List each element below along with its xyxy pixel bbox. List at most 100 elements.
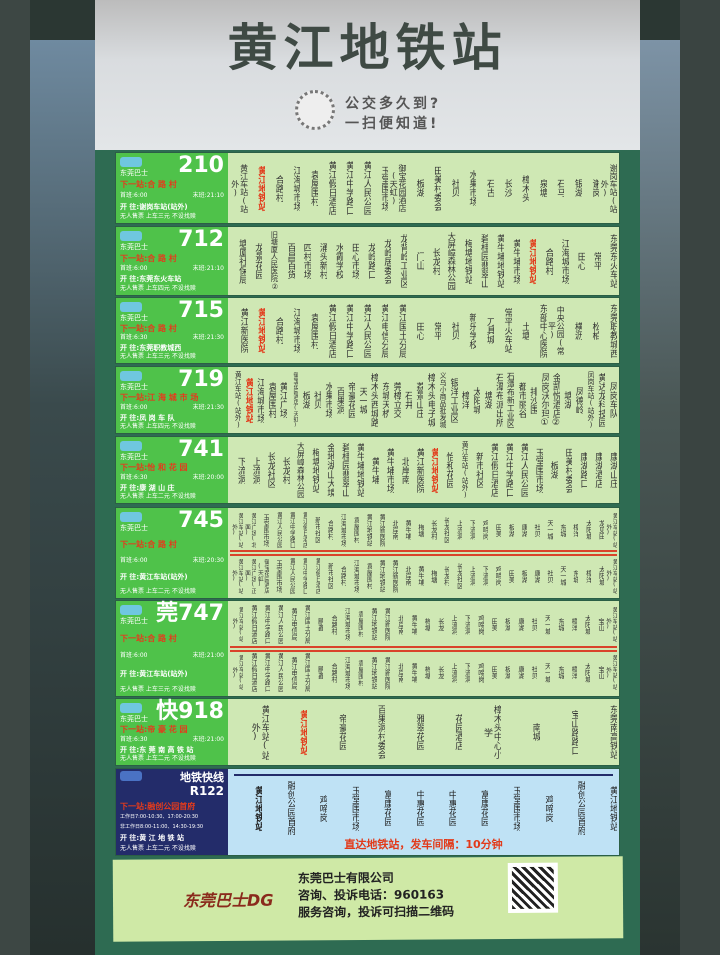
stop-list: 黄江地铁站 融创公园首府 鸡啼岗 玉堂围市场 富康花园 中惠花园 中惠花园 富康花园 玉堂围市场… [228,769,619,855]
service-qr-code [507,862,559,914]
stop-name: 雅翠花园 [414,714,424,750]
stop-list: 黄江新医院 黄江地铁站 合路村 江海城市场 袁屋围村 黄江假日酒店 黄江中学路口 黄江人民公园… [228,298,619,363]
stop-name: 黄江人民公园 [518,443,528,497]
stop-name: 合路村 [329,663,337,683]
stop-name: 中央公园(常平) [547,306,565,355]
dongguan-bus-logo-icon [120,605,142,615]
stop-name: 社贝 [529,666,537,680]
stop-list: 黄江车站(站外) 黄江假日酒店 黄江中学路口 黄江人民公园 黄江电信局 黄江国土分局 鹏鑫合… [228,601,619,696]
stop-name: 上流洞 [449,663,457,683]
dongguan-bus-logo-icon [120,512,142,522]
stop-name: 银湖 [572,179,582,197]
next-stop: 下一站:合 路 村 [120,634,177,644]
stop-name: 社贝 [312,391,321,409]
last-bus: 末班:21:00 [192,735,224,743]
stop-name: 江海城市场 [291,165,301,211]
stop-name: 长沙 [502,179,512,197]
first-bus: 首班:6:00 [120,264,148,272]
first-bus: 首班:6:00 [120,403,148,411]
stop-row-outbound: 黄江车站(站外) 黄江广场(北面) 玉堂围市场 黄江人民公园 黄江中学路口 黄江假日酒店新… [230,511,618,549]
stop-name: 梅塘地铁站 [310,447,320,493]
fare-note: 无人售票 上车二元 不设找赎 [120,588,196,596]
stop-name: 玉堂围市场 [350,785,359,831]
stop-name: 黄江车站(站外) [604,606,617,642]
stop-name: 梅塘 [429,569,437,583]
stop-name: 上流洞 [468,566,476,586]
dongguan-bus-logo-icon [120,302,142,312]
first-bus: 首班:6:30 [120,473,148,481]
service-times: 首班:6:00 末班:21:00 [120,652,224,660]
stop-name: 黄江车站(站外) [234,371,242,429]
hours-weekday: 工作日7:00-10:30、17:00-20:30 [120,813,199,820]
stop-list: 塘厦社保局 龙景花园 旧塘厦人民医院② 百昌百货 四村市场 涌头新村 水霞学校 田心市场 龙岭路… [228,227,619,295]
stop-name: 田心 [575,252,585,270]
route-745: 东莞巴士 745 下一站:合 路 村首班:6:00 末班:20:30 开 往:黄江车站(… [115,507,620,599]
stop-name: 板湖 [548,461,558,479]
stop-name: 袁屋围村 [308,312,318,349]
stop-name: 袁屋围村 [266,382,276,418]
stop-name: 樟木头电子城 [425,373,435,427]
company-name: 东莞巴士 [120,453,148,461]
stop-name: 黄江车站(站外) [604,655,617,691]
brand-column: 东莞巴士 [120,512,148,532]
route-info: 东莞巴士 210 下一站:合 路 村首班:6:00 末班:21:10 开 往:谢岗车站(… [116,153,228,223]
last-bus: 末班:20:30 [192,556,224,564]
stop-name: 康湖路口 [578,452,588,488]
destination: 开 往:黄江车站(站外) [120,669,188,678]
route-715: 东莞巴士 715 下一站:合 路 村首班:6:30 末班:21:30 开 往:东莞职教城… [115,297,620,364]
stop-name: 黄江人民公园 [361,161,371,215]
stop-name: 黄江地铁站 [369,656,377,690]
stop-name: 上流洞 [455,520,463,540]
stop-name: 东莞东火车站 [608,234,617,288]
route-number: 712 [178,227,224,252]
stop-name: 塘湖 [482,391,492,409]
fare-note: 无人售票 上车二元 不设找赎 [120,493,196,501]
stop-name: 板湖 [503,666,511,680]
stop-name: 长龙村 [429,520,437,540]
stop-name: 下流洞 [481,566,489,586]
stop-name: 樟洋 [459,391,469,409]
stop-name: 常平火车站 [502,308,512,353]
stop-name: 黄江假日酒店 [326,303,336,358]
stop-name: 长龙社区 [455,563,463,589]
current-stop: 黄江地铁站 [429,447,439,493]
stop-name: 板湖 [414,179,424,197]
station-title: 黄江地铁站 [227,19,508,77]
stop-list: 黄江车站(站外) 黄江地铁站 合路村 江海城市场 袁屋围村 黄江假日酒店 黄江中学路口 黄江人… [228,153,619,223]
route-info: 东莞巴士 715 下一站:合 路 村首班:6:30 末班:21:30 开 往:东莞职教城… [116,298,228,363]
stop-name: 合路村 [273,174,283,202]
route-heading: 东莞巴士 719 [120,369,224,391]
stop-name: 帝豪花园 [346,382,356,418]
current-stop: 黄江地铁站 [256,308,266,353]
stop-name: 东莞南高铁站 [608,705,618,759]
stop-name: 社贝 [449,321,459,340]
service-times: 首班:6:00 末班:21:30 [120,403,224,412]
metro-logo-icon [120,771,142,781]
route-719: 东莞巴士 719 下一站:江 海 城 市 场首班:6:00 末班:21:30 开 往:凤… [115,366,620,434]
stop-name: 龙见田 [597,520,605,540]
stop-name: 石潭布派出所 [494,373,503,427]
stop-name: 樟洋 [584,569,592,583]
stop-name: 北岸南 [396,614,404,635]
route-number: 745 [178,508,224,533]
stop-name: 黄江假日酒店 [249,653,257,693]
stop-name: 碧桂园翡翠山 [340,443,350,497]
next-stop: 下一站:融创公园首府 [120,801,196,811]
stop-name: 怡和花园 [444,452,454,488]
stop-name: 黄江车站(站外) [249,704,269,760]
stop-name: 合路村 [543,247,553,275]
stop-name: 康湖山庄 [608,452,618,488]
fare-note: 无人售票 上车二元 不设找赎 [120,755,196,763]
slogan: 公交多久到? 一扫便知道! [345,94,441,134]
stop-row-return: 黄江车站(站外) 黄江广场(正面) 御宝花园酒店(天虹) 玉堂围市场 黄江人民公园 黄江中… [230,557,618,595]
stop-name: 融创公园首府 [285,781,295,835]
stop-name: 田美村委会 [432,165,442,211]
stop-name: 鹏鑫 [316,666,324,680]
route-heading: 东莞巴士 715 [120,300,224,322]
route-number: 210 [178,153,224,178]
stop-name: 袁屋围村 [356,611,364,638]
stop-name: 黄江新医院 [377,513,385,547]
stop-name: 泉塘 [537,179,547,197]
stop-list: 黄江车站(站外) 黄江地铁站 帝豪花园 百果洞村委会 雅翠花园 花园酒店 樟木头中心小学 南城… [228,699,619,765]
stop-name: 石马 [555,179,565,197]
